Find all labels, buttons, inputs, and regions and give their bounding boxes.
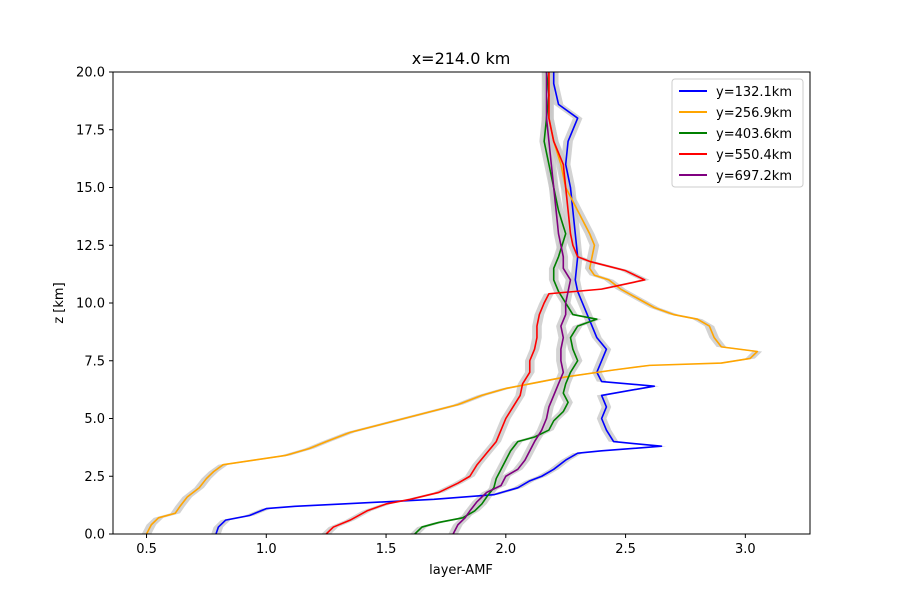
chart-title: x=214.0 km bbox=[412, 49, 511, 68]
legend: y=132.1km y=256.9km y=403.6km y=550.4km y=69… bbox=[671, 78, 804, 188]
y-tick-label: 7.5 bbox=[84, 354, 105, 369]
y-axis-label: z [km] bbox=[52, 282, 67, 323]
y-tick-label: 5.0 bbox=[84, 412, 105, 427]
legend-label-1: y=132.1km bbox=[716, 85, 792, 100]
y-tick-label: 17.5 bbox=[76, 123, 105, 138]
legend-label-3: y=403.6km bbox=[716, 127, 792, 142]
x-tick-label: 2.0 bbox=[495, 542, 516, 557]
uncertainty-band-2 bbox=[141, 72, 763, 534]
legend-label-5: y=697.2km bbox=[716, 169, 792, 184]
x-axis-label: layer-AMF bbox=[429, 563, 493, 578]
x-tick-label: 3.0 bbox=[735, 542, 756, 557]
x-tick-label: 1.0 bbox=[256, 542, 277, 557]
y-tick-label: 2.5 bbox=[84, 470, 105, 485]
x-tick-label: 1.5 bbox=[376, 542, 397, 557]
y-tick-label: 20.0 bbox=[76, 66, 105, 81]
y-axis-ticks: 0.0 2.5 5.0 7.5 10.0 12.5 15.0 17.5 20.0 bbox=[76, 66, 113, 543]
legend-box bbox=[671, 78, 804, 188]
y-tick-label: 12.5 bbox=[76, 239, 105, 254]
y-tick-label: 0.0 bbox=[84, 528, 105, 543]
series-lines bbox=[145, 71, 759, 535]
series-line-1 bbox=[215, 72, 663, 535]
series-line-3 bbox=[414, 71, 598, 535]
legend-label-4: y=550.4km bbox=[716, 148, 792, 163]
series-line-5 bbox=[452, 72, 572, 535]
uncertainty-band-4 bbox=[321, 72, 650, 534]
y-tick-label: 10.0 bbox=[76, 297, 105, 312]
x-axis-ticks: 0.5 1.0 1.5 2.0 2.5 3.0 bbox=[136, 534, 756, 557]
series-line-2 bbox=[145, 72, 759, 535]
uncertainty-band-5 bbox=[448, 72, 576, 534]
x-tick-label: 0.5 bbox=[136, 542, 157, 557]
series-line-4 bbox=[325, 72, 646, 535]
y-tick-label: 15.0 bbox=[76, 181, 105, 196]
legend-label-2: y=256.9km bbox=[716, 106, 792, 121]
x-tick-label: 2.5 bbox=[615, 542, 636, 557]
